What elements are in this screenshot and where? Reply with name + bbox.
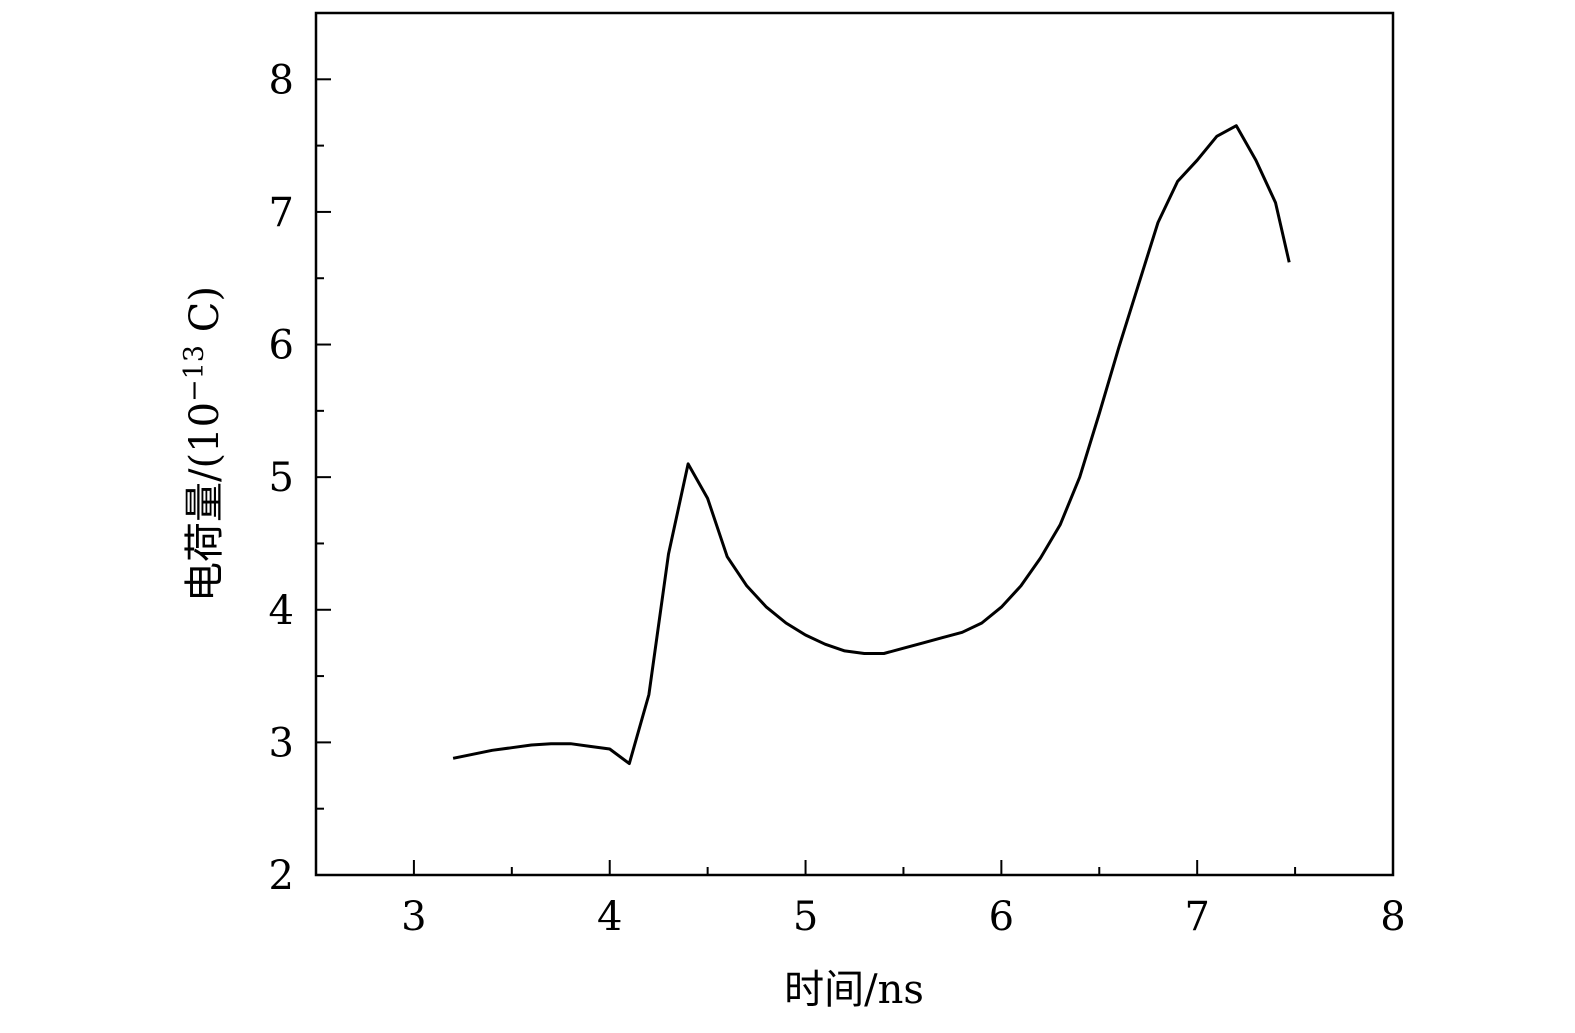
y-axis-tick-labels: 2 3 4 5 6 7 8 — [269, 57, 294, 899]
plot-frame — [314, 11, 1395, 877]
x-tick-label: 5 — [793, 894, 818, 940]
x-tick-label: 6 — [989, 894, 1014, 940]
y-axis-title: 电荷量/(10−13 C) — [179, 286, 228, 602]
y-tick-label: 6 — [269, 323, 294, 369]
x-axis-tick-labels: 3 4 5 6 7 8 — [401, 894, 1406, 940]
x-tick-label: 7 — [1184, 894, 1209, 940]
series-line — [452, 124, 1291, 766]
y-axis-title-exponent: −13 — [179, 345, 210, 402]
y-axis-ticks — [316, 12, 331, 876]
x-tick-label: 8 — [1380, 894, 1405, 940]
x-axis-ticks — [315, 860, 1394, 875]
x-axis-title: 时间/ns — [784, 967, 924, 1013]
y-tick-label: 3 — [269, 720, 294, 766]
y-tick-label: 8 — [269, 57, 294, 103]
y-tick-label: 2 — [269, 853, 294, 899]
x-tick-label: 3 — [401, 894, 426, 940]
x-tick-label: 4 — [597, 894, 622, 940]
y-axis-title-unit: C) — [182, 286, 228, 345]
y-tick-label: 5 — [269, 455, 294, 501]
y-tick-label: 7 — [269, 190, 294, 236]
y-axis-title-main: 电荷量/(10 — [182, 402, 228, 602]
y-tick-label: 4 — [269, 588, 294, 634]
